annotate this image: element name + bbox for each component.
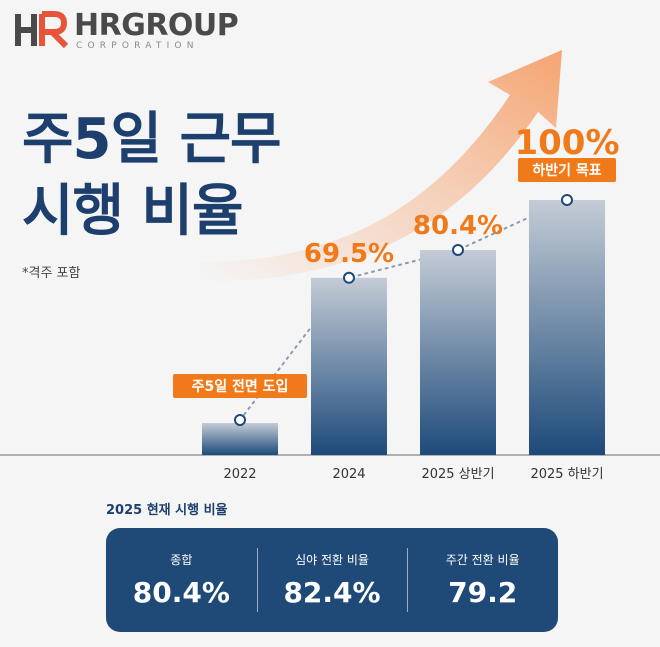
footnote: *격주 포함 bbox=[22, 266, 81, 281]
data-point-2025-상반기 bbox=[452, 243, 464, 256]
stat-value: 80.4% bbox=[132, 576, 230, 609]
tick-label-2022: 2022 bbox=[223, 467, 256, 482]
summary-caption: 2025 현재 시행 비율 bbox=[106, 503, 228, 518]
tick-label-2024: 2024 bbox=[332, 467, 365, 482]
title-line-2: 시행 비율 bbox=[22, 179, 244, 244]
title-line-1: 주5일 근무 bbox=[22, 107, 282, 172]
stat-total: 종합 80.4% bbox=[106, 528, 257, 632]
trend-line bbox=[239, 199, 568, 421]
company-logo: HRGROUP CORPORATION bbox=[12, 6, 262, 52]
data-point-2025-하반기 bbox=[561, 194, 573, 206]
value-label-2025-하반기: 100% bbox=[514, 123, 619, 163]
stat-label: 심야 전환 비율 bbox=[295, 553, 369, 567]
value-label-2024: 69.5% bbox=[304, 239, 394, 269]
stat-value: 79.2 bbox=[448, 576, 518, 609]
annotation-text-2025-하반기: 하반기 목표 bbox=[532, 162, 601, 179]
tick-label-2025-상반기: 2025 상반기 bbox=[421, 467, 494, 482]
annotation-text-2022: 주5일 전면 도입 bbox=[192, 378, 289, 395]
page-title: 주5일 근무 시행 비율 bbox=[22, 104, 282, 248]
logo-subtitle: CORPORATION bbox=[76, 41, 199, 51]
stat-value: 82.4% bbox=[283, 576, 381, 609]
summary-panel: 종합 80.4% 심야 전환 비율 82.4% 주간 전환 비율 79.2 bbox=[106, 528, 558, 632]
stat-label: 종합 bbox=[170, 553, 193, 567]
annotation-badge-2025-하반기 bbox=[518, 158, 616, 182]
data-point-2024 bbox=[343, 271, 355, 284]
bar-2022 bbox=[202, 423, 278, 455]
trend-arrow-icon bbox=[200, 50, 562, 282]
bar-2025-하반기 bbox=[529, 200, 605, 455]
bar-chart: 2022 2024 69.5% 2025 상반기 80.4% 2025 하반기 100% 주5… bbox=[0, 50, 660, 482]
logo-name: HRGROUP bbox=[74, 8, 239, 43]
tick-label-2025-하반기: 2025 하반기 bbox=[530, 467, 603, 482]
stat-night: 심야 전환 비율 82.4% bbox=[256, 528, 408, 632]
annotation-badge-2022 bbox=[173, 374, 307, 398]
bar-2024 bbox=[311, 277, 387, 455]
stat-label: 주간 전환 비율 bbox=[445, 553, 520, 567]
value-label-2025-상반기: 80.4% bbox=[413, 211, 503, 241]
hr-logo-icon bbox=[15, 11, 69, 49]
stat-day: 주간 전환 비율 79.2 bbox=[407, 528, 558, 632]
bar-2025-상반기 bbox=[420, 249, 496, 455]
data-point-2022 bbox=[234, 414, 246, 426]
